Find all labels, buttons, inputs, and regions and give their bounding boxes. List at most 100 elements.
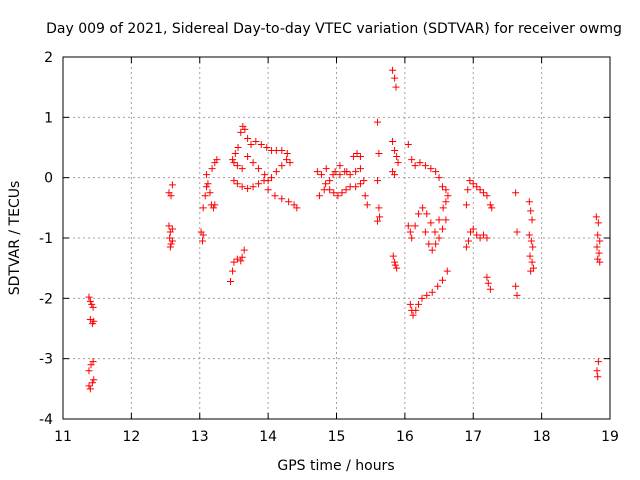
y-axis-label: SDTVAR / TECUs bbox=[7, 181, 23, 296]
data-point bbox=[423, 210, 431, 218]
data-point bbox=[406, 228, 414, 236]
data-point bbox=[438, 183, 446, 191]
data-point bbox=[464, 237, 472, 245]
data-point bbox=[409, 311, 417, 319]
data-point bbox=[352, 183, 360, 191]
data-point bbox=[329, 171, 337, 179]
data-point bbox=[527, 237, 535, 245]
series-sat-e bbox=[227, 246, 248, 285]
series-sat-p bbox=[406, 267, 451, 319]
data-point bbox=[394, 159, 402, 167]
data-point bbox=[199, 231, 207, 239]
data-point bbox=[431, 228, 439, 236]
data-point bbox=[408, 234, 416, 242]
data-point bbox=[488, 204, 496, 212]
data-point bbox=[85, 367, 93, 375]
data-point bbox=[376, 213, 384, 221]
series-sat-i bbox=[313, 168, 364, 200]
data-point bbox=[261, 171, 269, 179]
x-tick-label: 17 bbox=[464, 429, 482, 445]
data-point bbox=[411, 162, 419, 170]
data-point bbox=[168, 181, 176, 189]
data-points bbox=[85, 66, 604, 393]
y-tick-label: -3 bbox=[39, 352, 53, 368]
data-point bbox=[326, 177, 334, 185]
data-point bbox=[231, 150, 239, 158]
data-point bbox=[203, 171, 211, 179]
data-point bbox=[443, 267, 451, 275]
data-point bbox=[432, 240, 440, 248]
data-point bbox=[444, 192, 452, 200]
data-point bbox=[249, 159, 257, 167]
data-point bbox=[283, 156, 291, 164]
data-point bbox=[230, 258, 238, 266]
data-point bbox=[247, 140, 255, 148]
data-point bbox=[596, 237, 604, 245]
data-point bbox=[88, 300, 96, 308]
data-point bbox=[421, 162, 429, 170]
data-point bbox=[392, 83, 400, 91]
data-point bbox=[230, 177, 238, 185]
data-point bbox=[404, 140, 412, 148]
series-sat-a bbox=[85, 293, 98, 328]
data-point bbox=[238, 183, 246, 191]
data-point bbox=[464, 186, 472, 194]
data-point bbox=[462, 201, 470, 209]
data-point bbox=[393, 153, 401, 161]
x-tick-label: 16 bbox=[396, 429, 414, 445]
data-point bbox=[241, 125, 249, 133]
data-point bbox=[198, 237, 206, 245]
data-point bbox=[213, 156, 221, 164]
data-point bbox=[255, 165, 263, 173]
data-point bbox=[391, 258, 399, 266]
series-sat-h bbox=[230, 177, 301, 212]
data-point bbox=[393, 264, 401, 272]
data-point bbox=[227, 277, 235, 285]
data-point bbox=[320, 186, 328, 194]
data-point bbox=[525, 231, 533, 239]
data-point bbox=[234, 144, 242, 151]
data-point bbox=[317, 171, 325, 179]
data-point bbox=[204, 180, 212, 188]
data-point bbox=[240, 246, 248, 254]
series-sat-l bbox=[374, 118, 384, 225]
data-point bbox=[237, 128, 245, 136]
series-sat-v bbox=[592, 213, 604, 381]
data-point bbox=[435, 216, 443, 224]
data-point bbox=[527, 207, 535, 215]
data-point bbox=[483, 192, 491, 200]
data-point bbox=[244, 134, 252, 142]
axis-ticks bbox=[62, 56, 611, 420]
data-point bbox=[484, 279, 492, 287]
data-point bbox=[330, 189, 338, 197]
data-point bbox=[199, 204, 207, 212]
data-point bbox=[432, 168, 440, 176]
data-point bbox=[361, 192, 369, 200]
data-point bbox=[352, 168, 360, 176]
data-point bbox=[278, 195, 286, 203]
data-point bbox=[336, 171, 344, 179]
data-point bbox=[462, 243, 470, 251]
series-sat-o bbox=[404, 140, 450, 194]
data-point bbox=[268, 174, 276, 182]
data-point bbox=[229, 156, 237, 164]
data-point bbox=[89, 358, 97, 366]
data-point bbox=[208, 165, 216, 173]
data-point bbox=[334, 192, 342, 200]
series-sat-c bbox=[165, 181, 176, 251]
data-point bbox=[252, 137, 260, 145]
data-point bbox=[244, 153, 252, 161]
data-point bbox=[438, 225, 446, 233]
data-point bbox=[167, 240, 175, 248]
gridlines bbox=[63, 57, 610, 419]
series-sat-d bbox=[197, 156, 221, 245]
data-point bbox=[375, 150, 383, 158]
data-point bbox=[439, 204, 447, 212]
data-point bbox=[480, 189, 488, 197]
data-point bbox=[86, 297, 94, 305]
data-point bbox=[486, 285, 494, 293]
data-point bbox=[353, 150, 361, 158]
data-point bbox=[435, 174, 443, 182]
data-point bbox=[343, 168, 351, 176]
data-point bbox=[423, 291, 431, 299]
